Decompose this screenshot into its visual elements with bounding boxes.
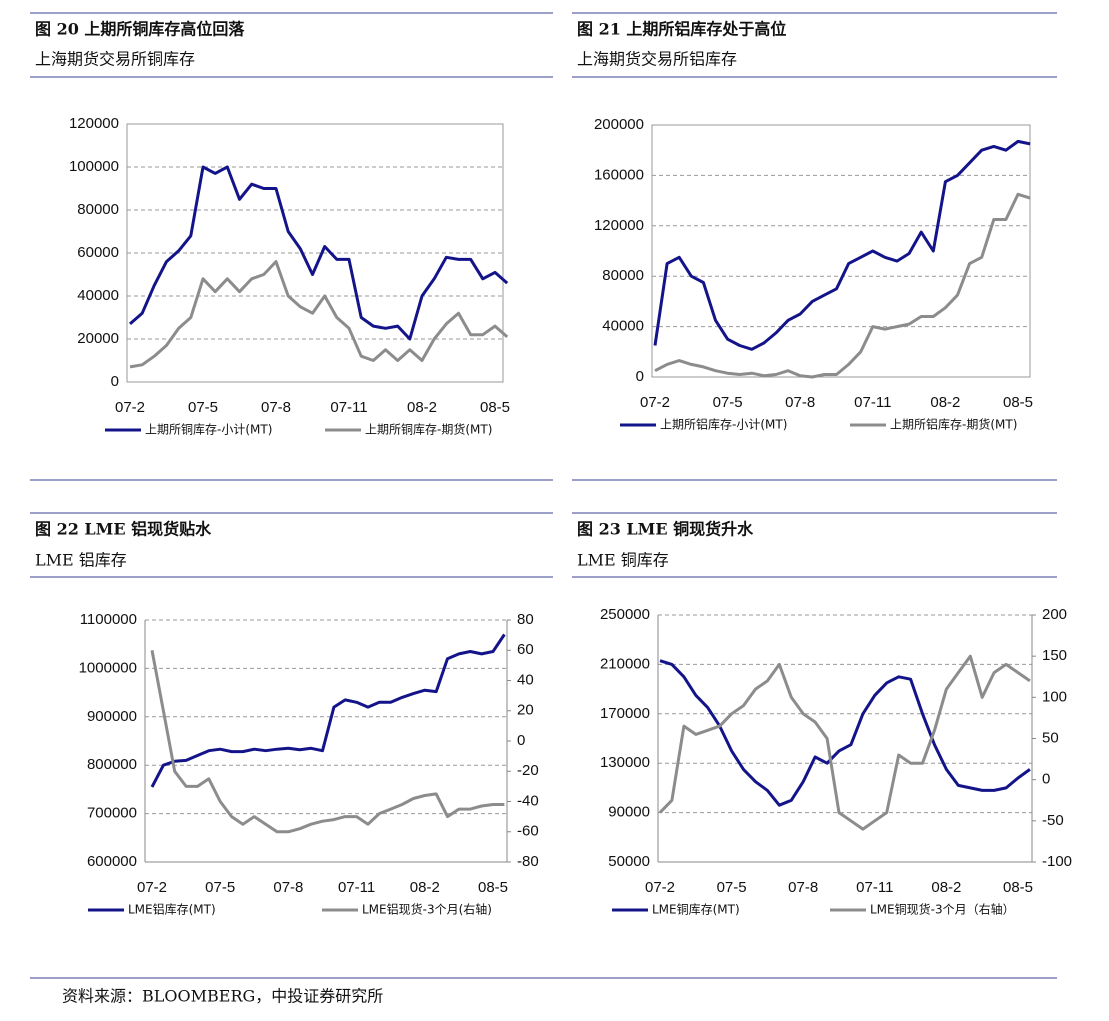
y-tick-label: 80000 — [77, 201, 119, 218]
y-tick-label: 1100000 — [80, 611, 137, 628]
y2-tick-label: 40 — [517, 671, 534, 688]
figure-subtitle: 上海期货交易所铜库存 — [35, 50, 195, 69]
y2-tick-label: 80 — [517, 611, 534, 628]
x-tick-label: 08-5 — [478, 879, 508, 896]
y-tick-label: 80000 — [602, 267, 644, 284]
y-tick-label: 130000 — [600, 754, 650, 771]
x-tick-label: 07-2 — [137, 879, 167, 896]
y2-tick-label: 60 — [517, 641, 534, 658]
y2-tick-label: -50 — [1042, 812, 1064, 829]
y-tick-label: 40000 — [77, 287, 119, 304]
line-series — [129, 165, 509, 341]
y-tick-label: 40000 — [602, 318, 644, 335]
line-series — [129, 260, 509, 369]
x-tick-label: 08-5 — [1003, 879, 1033, 896]
legend-label: 上期所铜库存-期货(MT) — [365, 422, 492, 437]
y-tick-label: 50000 — [608, 853, 650, 870]
figure-subtitle: 上海期货交易所铝库存 — [577, 50, 737, 69]
line-series — [659, 659, 1031, 807]
y-tick-label: 60000 — [77, 244, 119, 261]
y2-tick-label: 0 — [1042, 771, 1050, 788]
y-tick-label: 20000 — [77, 330, 119, 347]
x-tick-label: 07-11 — [854, 394, 891, 411]
line-series — [658, 654, 1031, 831]
x-tick-label: 07-11 — [338, 879, 375, 896]
x-tick-label: 07-8 — [788, 879, 818, 896]
y-tick-label: 600000 — [87, 853, 137, 870]
y2-tick-label: -20 — [517, 762, 539, 779]
figure-subtitle: LME 铜库存 — [577, 551, 669, 570]
rules — [30, 12, 1057, 979]
legend-label: 上期所铜库存-小计(MT) — [145, 422, 272, 437]
y2-tick-label: -80 — [517, 853, 539, 870]
x-tick-label: 07-8 — [273, 879, 303, 896]
legend-label: LME铝现货-3个月(右轴) — [362, 902, 492, 917]
y2-tick-label: 0 — [517, 732, 525, 749]
x-tick-label: 07-5 — [713, 394, 743, 411]
legend-label: LME铝库存(MT) — [128, 902, 216, 917]
x-tick-label: 07-5 — [205, 879, 235, 896]
x-tick-label: 08-2 — [931, 879, 961, 896]
x-tick-label: 08-5 — [1003, 394, 1033, 411]
y2-tick-label: -60 — [517, 823, 539, 840]
y-tick-label: 160000 — [594, 166, 644, 183]
figure-title: 图 20 上期所铜库存高位回落 — [35, 20, 245, 39]
x-tick-label: 07-2 — [115, 399, 145, 416]
y-tick-label: 100000 — [69, 158, 119, 175]
y-tick-label: 120000 — [594, 217, 644, 234]
x-tick-label: 08-5 — [480, 399, 510, 416]
y-tick-label: 250000 — [600, 606, 650, 623]
x-tick-label: 07-2 — [640, 394, 670, 411]
y-tick-label: 170000 — [600, 705, 650, 722]
x-tick-label: 07-11 — [330, 399, 367, 416]
y-tick-label: 0 — [636, 368, 644, 385]
figure-title: 图 21 上期所铝库存处于高位 — [577, 20, 786, 39]
y-tick-label: 1000000 — [79, 659, 137, 676]
legend-label: LME铜库存(MT) — [652, 902, 740, 917]
x-tick-label: 07-5 — [717, 879, 747, 896]
line-series — [654, 192, 1031, 379]
y-tick-label: 0 — [111, 373, 119, 390]
y2-tick-label: -40 — [517, 792, 539, 809]
x-tick-label: 07-8 — [785, 394, 815, 411]
legend-label: 上期所铝库存-小计(MT) — [660, 417, 787, 432]
x-tick-label: 07-8 — [261, 399, 291, 416]
line-series — [150, 633, 506, 788]
y-tick-label: 210000 — [600, 655, 650, 672]
figure-subtitle: LME 铝库存 — [35, 551, 127, 570]
y-tick-label: 90000 — [608, 804, 650, 821]
x-tick-label: 07-11 — [856, 879, 893, 896]
y-tick-label: 200000 — [594, 116, 644, 133]
y2-tick-label: -100 — [1042, 853, 1072, 870]
line-series — [150, 650, 505, 834]
y-tick-label: 700000 — [87, 805, 137, 822]
plot-frame — [651, 124, 1031, 378]
legend-label: 上期所铝库存-期货(MT) — [890, 417, 1017, 432]
figure-title: 图 22 LME 铝现货贴水 — [35, 520, 212, 539]
y2-tick-label: 20 — [517, 702, 534, 719]
y2-tick-label: 50 — [1042, 729, 1059, 746]
y-tick-label: 120000 — [69, 115, 119, 132]
y2-tick-label: 100 — [1042, 688, 1067, 705]
x-tick-label: 07-2 — [645, 879, 675, 896]
y2-tick-label: 150 — [1042, 647, 1067, 664]
figure-title: 图 23 LME 铜现货升水 — [577, 520, 754, 539]
x-tick-label: 07-5 — [188, 399, 218, 416]
source-note: 资料来源：BLOOMBERG，中投证券研究所 — [62, 987, 383, 1006]
y-tick-label: 800000 — [87, 756, 137, 773]
y2-tick-label: 200 — [1042, 606, 1067, 623]
legend-label: LME铜现货-3个月（右轴） — [870, 902, 1015, 917]
x-tick-label: 08-2 — [410, 879, 440, 896]
x-tick-label: 08-2 — [930, 394, 960, 411]
y-tick-label: 900000 — [87, 708, 137, 725]
line-series — [653, 139, 1031, 351]
plot-frame — [126, 123, 504, 383]
x-tick-label: 08-2 — [407, 399, 437, 416]
